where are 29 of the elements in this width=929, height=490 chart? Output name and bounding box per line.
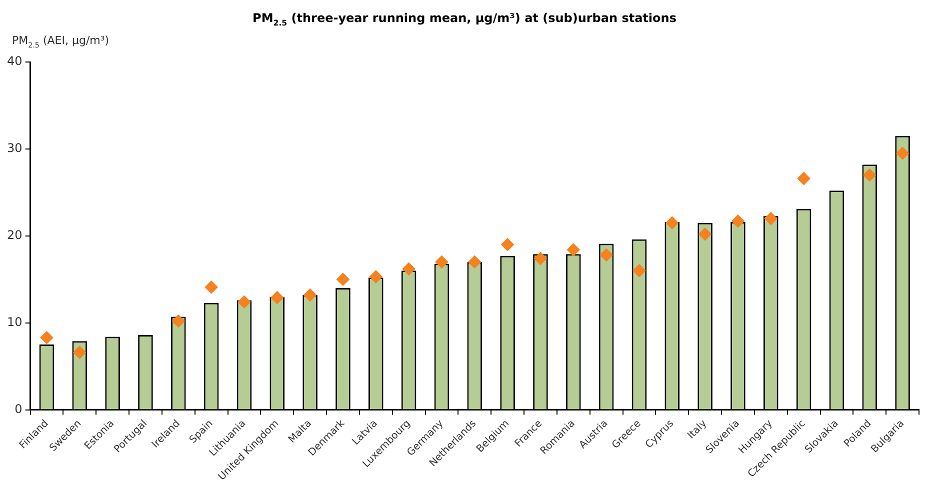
point xyxy=(797,172,810,185)
y-tick-label: 10 xyxy=(6,314,22,329)
point xyxy=(501,238,514,252)
point xyxy=(204,280,218,294)
point xyxy=(863,168,876,182)
point xyxy=(632,264,646,278)
y-tick-label: 30 xyxy=(6,141,22,156)
point xyxy=(336,272,350,286)
point xyxy=(402,262,416,276)
point xyxy=(534,252,547,265)
point xyxy=(270,291,284,304)
point xyxy=(40,331,54,344)
point xyxy=(73,346,86,359)
point xyxy=(468,255,482,268)
point xyxy=(600,248,613,262)
point xyxy=(369,270,382,284)
point xyxy=(435,255,448,268)
y-tick-label: 0 xyxy=(14,402,22,416)
y-tick-label: 40 xyxy=(6,54,22,68)
point xyxy=(304,288,317,302)
point xyxy=(698,228,712,241)
point xyxy=(172,314,185,328)
point xyxy=(764,212,778,225)
point xyxy=(896,146,910,160)
point xyxy=(238,295,251,308)
point xyxy=(566,243,580,256)
point xyxy=(731,214,744,228)
y-tick-label: 20 xyxy=(6,228,22,242)
point xyxy=(666,216,679,230)
